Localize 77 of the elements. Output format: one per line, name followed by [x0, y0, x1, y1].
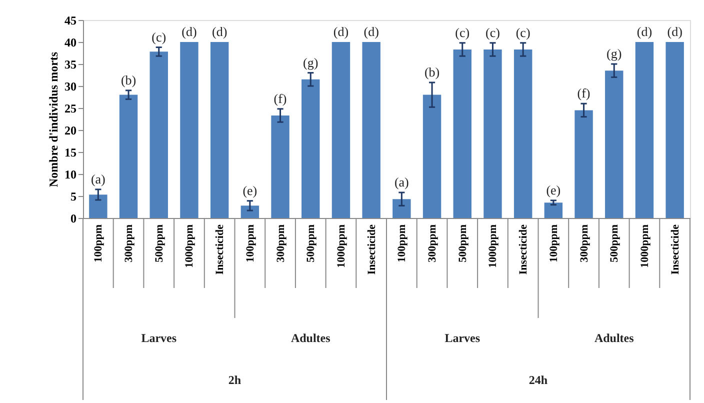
data-label: (f) — [274, 90, 287, 106]
x-tick-label: Insecticide — [518, 224, 530, 275]
y-tick-label: 30 — [64, 80, 76, 94]
data-label: (d) — [333, 24, 349, 39]
y-tick-label: 35 — [64, 58, 76, 72]
data-label: (d) — [182, 24, 197, 39]
data-label: (d) — [212, 24, 228, 39]
bar — [302, 79, 320, 218]
text: Adultes — [594, 331, 634, 345]
text: 24h — [528, 373, 548, 387]
bar — [635, 42, 654, 218]
y-tick-label: 25 — [64, 102, 76, 116]
bar — [666, 42, 684, 218]
data-label: (c) — [486, 24, 500, 40]
data-label: (d) — [364, 24, 379, 39]
x-tick-label: Insecticide — [214, 224, 226, 275]
x-tick-label: 300ppm — [426, 224, 439, 262]
y-tick-label: 20 — [64, 124, 76, 138]
y-tick-label: 0 — [70, 212, 76, 226]
x-tick-label: 100ppm — [548, 224, 560, 262]
bar — [422, 94, 442, 218]
y-tick-label: 15 — [64, 146, 76, 160]
x-tick-label: 1000ppm — [184, 224, 196, 268]
bar — [362, 42, 380, 218]
bar — [574, 110, 593, 218]
x-tick-label: 300ppm — [274, 224, 287, 262]
x-tick-label: 1000ppm — [487, 224, 500, 268]
bar — [271, 115, 290, 218]
bar — [544, 202, 563, 218]
data-label: (g) — [606, 46, 622, 61]
bar — [514, 49, 532, 218]
data-label: (e) — [242, 182, 258, 198]
y-tick-label: 40 — [64, 36, 76, 50]
bar — [332, 42, 350, 218]
x-tick-label: 100ppm — [396, 224, 408, 262]
data-label: (d) — [667, 24, 682, 39]
text: Adultes — [290, 331, 331, 345]
data-label: (e) — [546, 182, 561, 198]
bar — [392, 199, 411, 218]
data-label: (b) — [424, 64, 440, 80]
data-label: (f) — [577, 86, 590, 101]
bar — [240, 206, 260, 218]
x-tick-label: 100ppm — [244, 224, 256, 262]
x-tick-label: 500ppm — [305, 224, 318, 262]
text: Larves — [141, 331, 177, 345]
x-tick-label: 500ppm — [456, 224, 469, 262]
x-tick-label: Insecticide — [366, 224, 378, 275]
bar — [210, 42, 229, 218]
data-label: (c) — [516, 24, 530, 40]
data-label: (a) — [90, 171, 106, 186]
x-tick-label: 1000ppm — [638, 224, 651, 268]
bar — [150, 52, 168, 218]
x-tick-label: 300ppm — [578, 224, 590, 262]
y-tick-label: 45 — [64, 14, 76, 28]
bar — [180, 42, 198, 218]
y-tick-label: 10 — [64, 168, 76, 182]
x-tick-label: 500ppm — [608, 224, 621, 262]
x-tick-label: 1000ppm — [335, 224, 348, 268]
data-label: (g) — [303, 54, 318, 70]
bar — [119, 94, 138, 218]
text: Larves — [444, 331, 480, 345]
data-label: (c) — [455, 24, 470, 40]
bar — [484, 49, 502, 218]
data-label: (d) — [636, 24, 652, 39]
data-label: (c) — [152, 29, 166, 44]
bar — [453, 49, 472, 218]
text: 2h — [228, 373, 242, 387]
bar — [89, 194, 108, 218]
y-tick-label: 5 — [70, 190, 76, 204]
bar — [605, 70, 624, 218]
x-tick-label: 300ppm — [123, 224, 136, 262]
data-label: (b) — [120, 72, 136, 88]
x-tick-label: 100ppm — [92, 224, 105, 262]
y-axis-title: Nombre d'individus morts — [46, 52, 60, 188]
data-label: (a) — [394, 174, 409, 190]
x-tick-label: 500ppm — [153, 224, 166, 262]
x-tick-label: Insecticide — [669, 224, 682, 275]
